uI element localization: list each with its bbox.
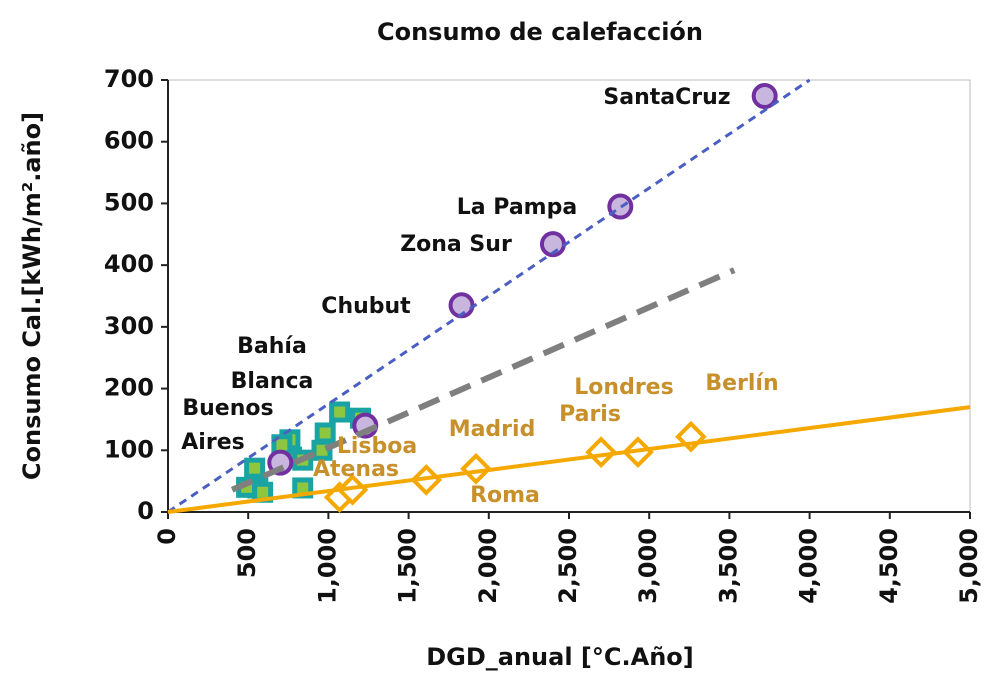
point — [244, 457, 266, 479]
annotation: Blanca — [231, 369, 314, 394]
x-tick-label: 2,000 — [474, 528, 502, 604]
point — [329, 401, 351, 423]
chart-title: Consumo de calefacción — [377, 18, 703, 46]
x-tick-label: 3,500 — [714, 528, 742, 604]
x-tick-label: 4,000 — [795, 528, 823, 604]
annotation: Londres — [574, 375, 673, 400]
annotation: Atenas — [313, 457, 399, 482]
point — [585, 436, 617, 468]
x-tick-label: 0 — [153, 528, 181, 545]
trend-line — [230, 267, 736, 493]
y-tick-label: 600 — [104, 127, 154, 155]
x-axis-title: DGD_anual [°C.Año] — [426, 643, 694, 671]
annotation: Berlín — [705, 371, 778, 396]
x-tick-label: 1,500 — [394, 528, 422, 604]
trend-line — [167, 78, 811, 514]
x-tick-label: 500 — [233, 528, 261, 578]
point — [751, 83, 778, 110]
x-tick-label: 1,000 — [313, 528, 341, 604]
x-tick-label: 5,000 — [955, 528, 983, 604]
x-tick-label: 3,000 — [634, 528, 662, 604]
annotation: Aires — [181, 430, 244, 455]
annotation: Roma — [470, 483, 540, 508]
annotation: Bahía — [237, 334, 307, 359]
y-tick-label: 700 — [104, 65, 154, 93]
x-tick-label: 4,500 — [875, 528, 903, 604]
annotation: Chubut — [321, 294, 411, 319]
annotation: Zona Sur — [400, 232, 512, 257]
y-tick-label: 300 — [104, 312, 154, 340]
y-tick-label: 200 — [104, 374, 154, 402]
trend-line — [167, 405, 971, 514]
x-tick-label: 2,500 — [554, 528, 582, 604]
annotation: SantaCruz — [603, 85, 730, 110]
annotation: Buenos — [182, 396, 273, 421]
annotation: Paris — [559, 402, 621, 427]
annotation: Lisboa — [337, 434, 417, 459]
y-axis-title: Consumo Cal.[kWh/m².año] — [18, 112, 46, 480]
annotation: La Pampa — [457, 195, 577, 220]
y-tick-label: 0 — [137, 497, 154, 525]
annotation: Madrid — [449, 417, 536, 442]
y-tick-label: 100 — [104, 435, 154, 463]
y-tick-label: 500 — [104, 188, 154, 216]
point — [314, 422, 336, 444]
point — [460, 452, 492, 485]
point — [675, 420, 707, 453]
y-tick-label: 400 — [104, 250, 154, 278]
